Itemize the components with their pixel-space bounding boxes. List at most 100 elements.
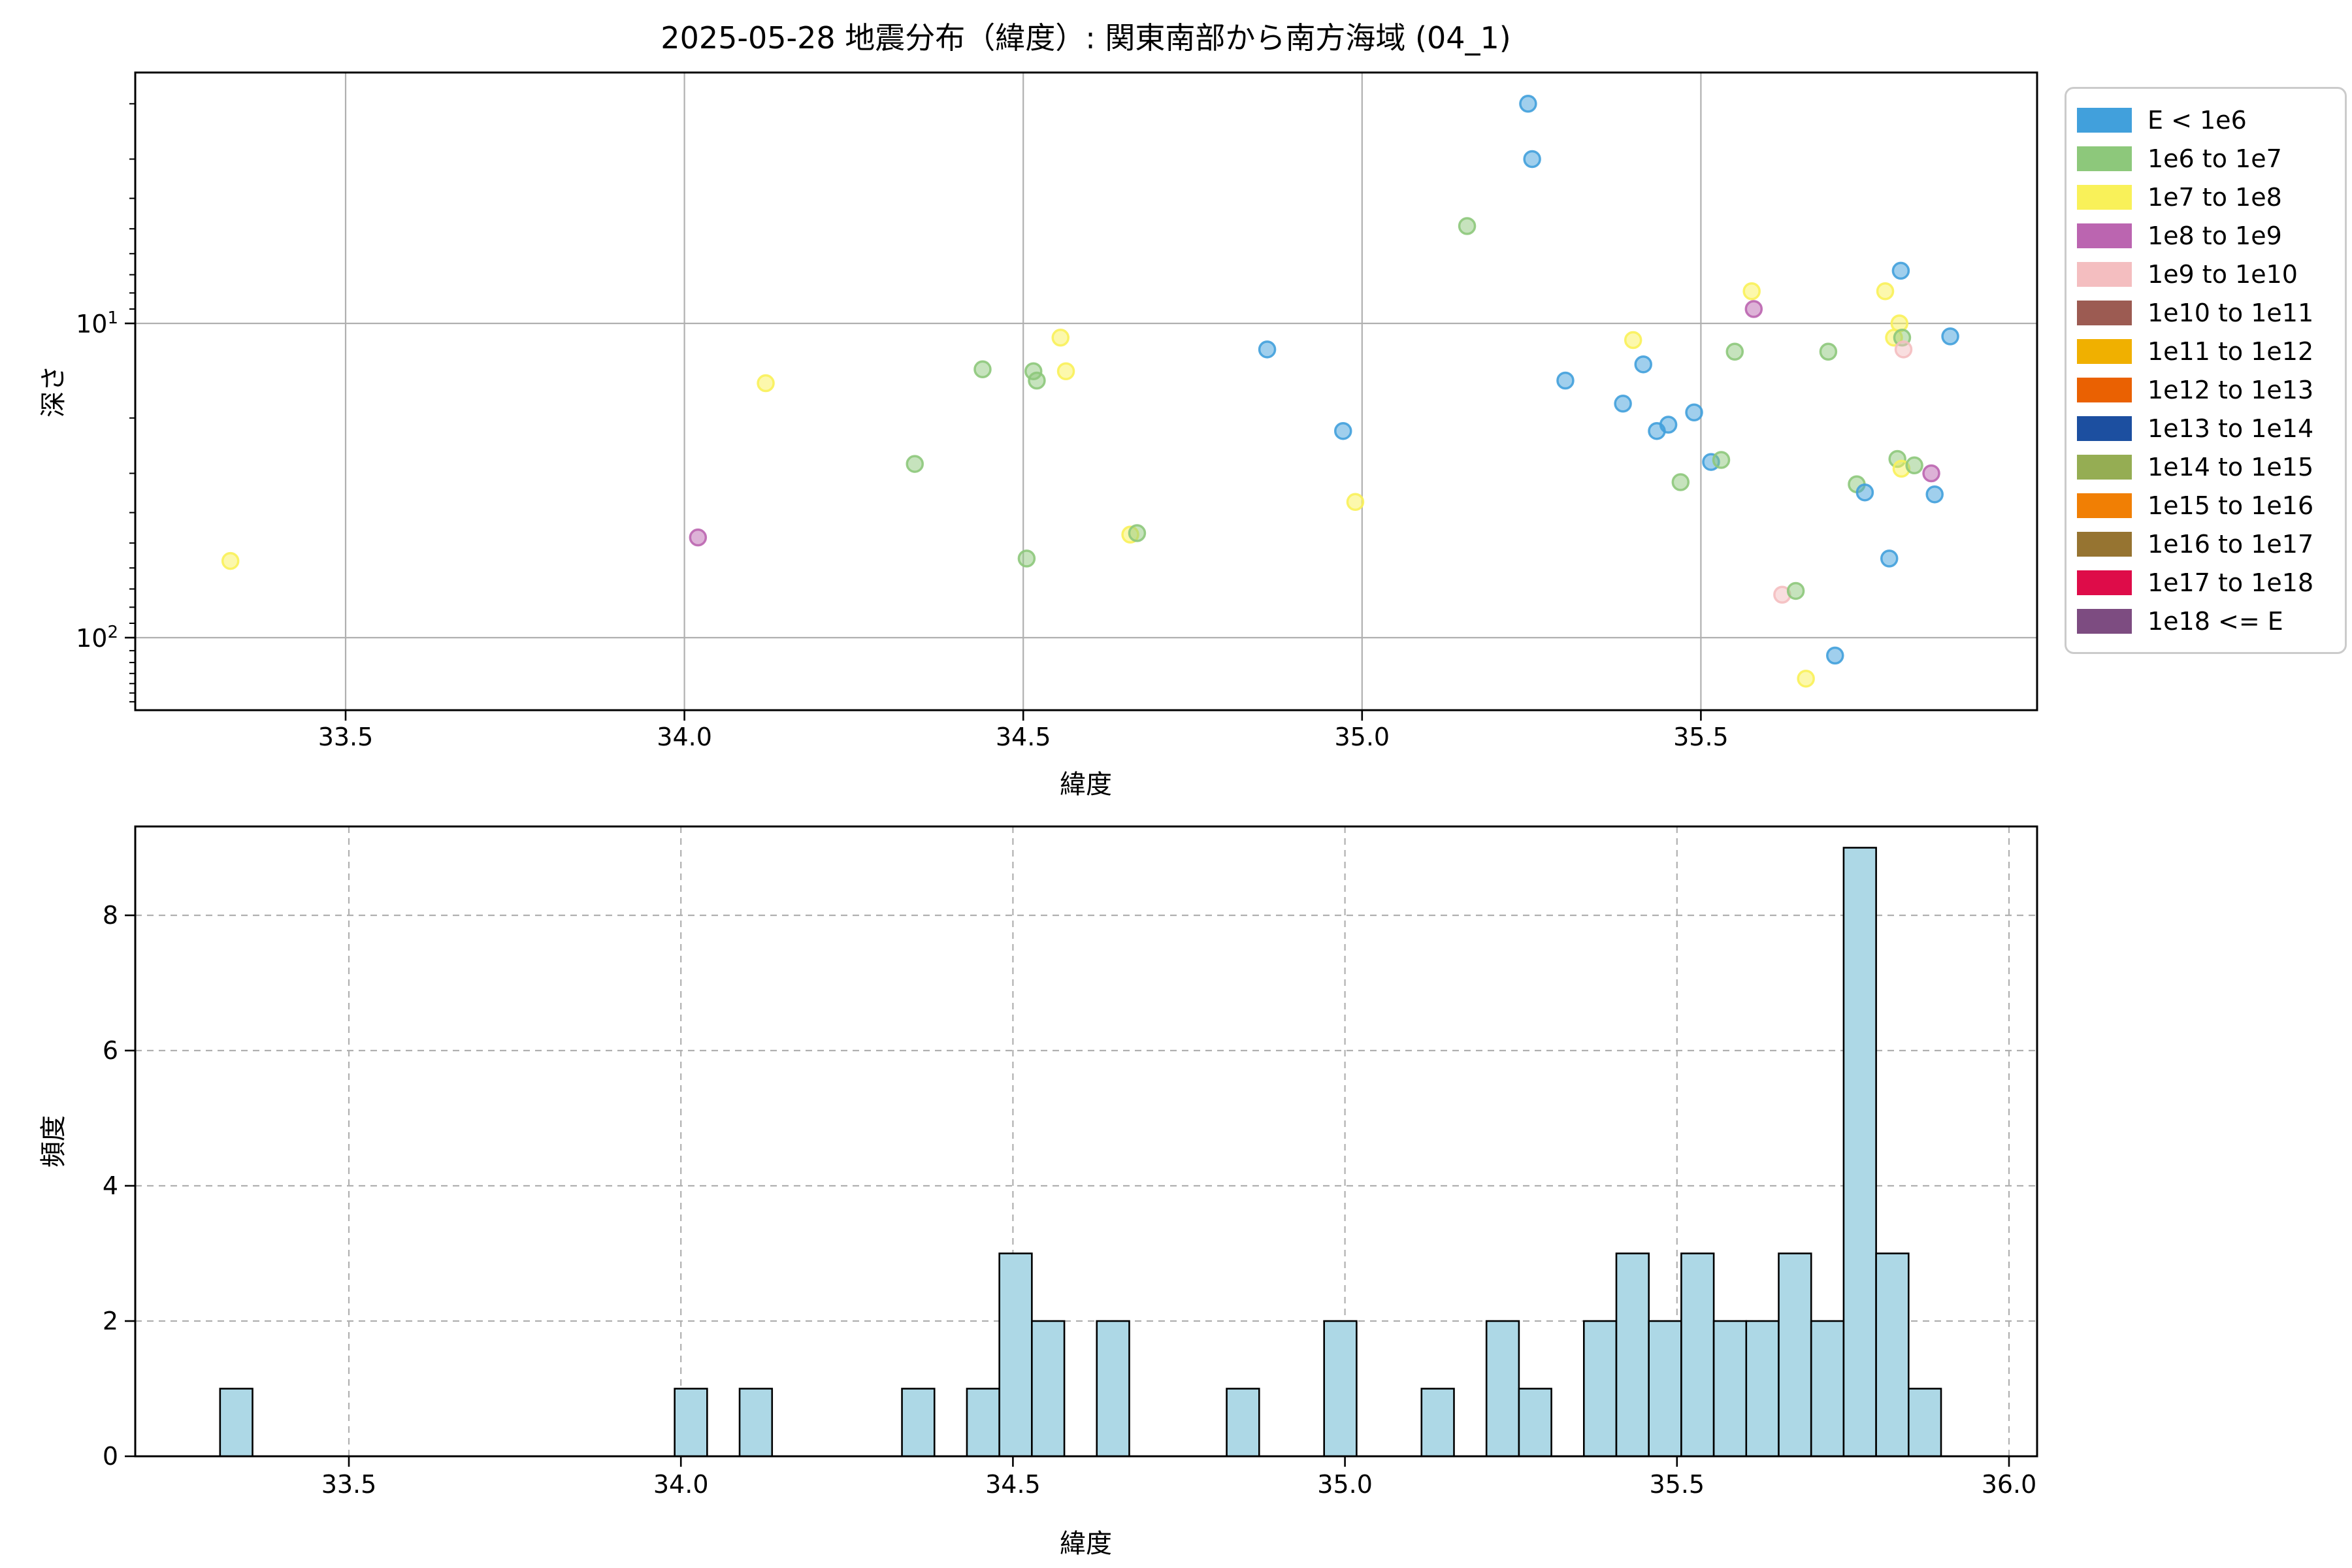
hist-xlabel: 緯度 [1060, 1529, 1112, 1559]
legend-label: 1e14 to 1e15 [2148, 452, 2314, 482]
legend-row: 1e8 to 1e9 [2066, 216, 2345, 255]
histogram-bar [1810, 1320, 1845, 1458]
histogram-bar [674, 1388, 708, 1458]
legend-swatch-icon [2077, 261, 2132, 287]
scatter-point [1891, 261, 1910, 280]
legend-label: 1e6 to 1e7 [2148, 144, 2282, 173]
scatter-point [1624, 331, 1642, 350]
legend-swatch-icon [2077, 570, 2132, 595]
histogram-bar [219, 1388, 253, 1458]
legend-swatch-icon [2077, 146, 2132, 171]
legend-label: 1e16 to 1e17 [2148, 529, 2314, 559]
legend-label: 1e9 to 1e10 [2148, 259, 2298, 289]
scatter-point [1056, 362, 1075, 381]
scatter-point [1744, 300, 1763, 318]
scatter-point [1634, 355, 1652, 374]
scatter-point [1051, 329, 1070, 347]
scatter-x-tick-label: 34.0 [657, 723, 712, 751]
hist-x-tick-label: 34.5 [985, 1470, 1041, 1499]
scatter-point [1671, 473, 1690, 491]
hist-x-tick-label: 33.5 [321, 1470, 377, 1499]
legend-swatch-icon [2077, 107, 2132, 133]
scatter-point [1905, 456, 1923, 475]
scatter-point [1614, 395, 1632, 413]
legend-swatch-icon [2077, 493, 2132, 518]
hist-x-tick-label: 36.0 [1981, 1470, 2037, 1499]
histogram-bar [1875, 1252, 1910, 1458]
histogram-bar [1615, 1252, 1650, 1458]
hist-y-tick-label: 2 [102, 1307, 118, 1335]
scatter-point [1786, 581, 1805, 600]
histogram-bar [1485, 1320, 1520, 1458]
legend-label: 1e8 to 1e9 [2148, 221, 2282, 250]
legend-label: 1e7 to 1e8 [2148, 182, 2282, 212]
histogram-bar [1031, 1320, 1066, 1458]
scatter-ylabel: 深さ [39, 365, 69, 417]
scatter-point [757, 374, 775, 393]
hist-x-tick-label: 35.0 [1317, 1470, 1373, 1499]
legend-row: 1e9 to 1e10 [2066, 255, 2345, 293]
legend-swatch-icon [2077, 531, 2132, 557]
legend-swatch-icon [2077, 184, 2132, 210]
chart-title: 2025-05-28 地震分布（緯度）: 関東南部から南方海域 (04_1) [661, 20, 1511, 56]
scatter-y-tick-label: 102 [76, 623, 118, 653]
scatter-point [689, 528, 708, 547]
legend-swatch-icon [2077, 454, 2132, 480]
scatter-point [1334, 421, 1352, 440]
scatter-point [1819, 342, 1838, 361]
histogram-bar [1226, 1388, 1260, 1458]
scatter-axes-frame [134, 71, 2038, 711]
hist-ylabel: 頻度 [39, 1115, 69, 1168]
legend-row: 1e11 to 1e12 [2066, 332, 2345, 370]
legend-row: 1e18 <= E [2066, 602, 2345, 640]
scatter-point [1128, 524, 1147, 542]
scatter-point [1941, 327, 1959, 346]
scatter-point [1017, 549, 1036, 568]
histogram-bar [966, 1388, 1000, 1458]
histogram-bar [1680, 1252, 1715, 1458]
scatter-point [1519, 95, 1537, 113]
legend-row: 1e6 to 1e7 [2066, 139, 2345, 178]
legend-row: 1e13 to 1e14 [2066, 409, 2345, 448]
histogram-bar [1712, 1320, 1748, 1458]
scatter-point [973, 360, 992, 379]
scatter-point [1523, 150, 1541, 169]
scatter-point [1258, 340, 1277, 359]
scatter-point [1925, 485, 1944, 504]
histogram-bar [1583, 1320, 1618, 1458]
histogram-bar [1648, 1320, 1682, 1458]
histogram-bar [1908, 1388, 1942, 1458]
legend-swatch-icon [2077, 223, 2132, 248]
histogram-bar [1323, 1320, 1358, 1458]
hist-y-tick-label: 6 [102, 1036, 118, 1065]
hist-y-tick-label: 0 [102, 1442, 118, 1471]
histogram-bar [1745, 1320, 1780, 1458]
legend-row: 1e10 to 1e11 [2066, 293, 2345, 332]
scatter-point [1922, 464, 1940, 483]
scatter-point [906, 455, 924, 473]
legend-label: 1e11 to 1e12 [2148, 336, 2314, 366]
histogram-bar [1420, 1388, 1455, 1458]
scatter-point [1458, 217, 1477, 235]
scatter-point [1797, 669, 1815, 688]
legend-swatch-icon [2077, 608, 2132, 634]
scatter-y-tick-label: 101 [76, 308, 118, 338]
hist-y-tick-label: 4 [102, 1171, 118, 1200]
legend-row: 1e7 to 1e8 [2066, 178, 2345, 216]
scatter-xlabel: 緯度 [1060, 770, 1112, 800]
scatter-point [1556, 371, 1575, 390]
legend-row: E < 1e6 [2066, 101, 2345, 139]
histogram-bar [901, 1388, 936, 1458]
scatter-point [221, 551, 240, 570]
legend-row: 1e15 to 1e16 [2066, 486, 2345, 525]
legend-swatch-icon [2077, 338, 2132, 364]
legend-label: 1e17 to 1e18 [2148, 568, 2314, 597]
histogram-bar [1096, 1320, 1130, 1458]
scatter-point [1346, 493, 1365, 512]
legend-box: E < 1e6 1e6 to 1e7 1e7 to 1e8 1e8 to 1e9 1e9… [2065, 87, 2347, 654]
scatter-point [1742, 282, 1761, 301]
scatter-point [1894, 340, 1913, 359]
histogram-bar [1518, 1388, 1552, 1458]
histogram-bar [1778, 1252, 1812, 1458]
legend-label: 1e15 to 1e16 [2148, 491, 2314, 520]
